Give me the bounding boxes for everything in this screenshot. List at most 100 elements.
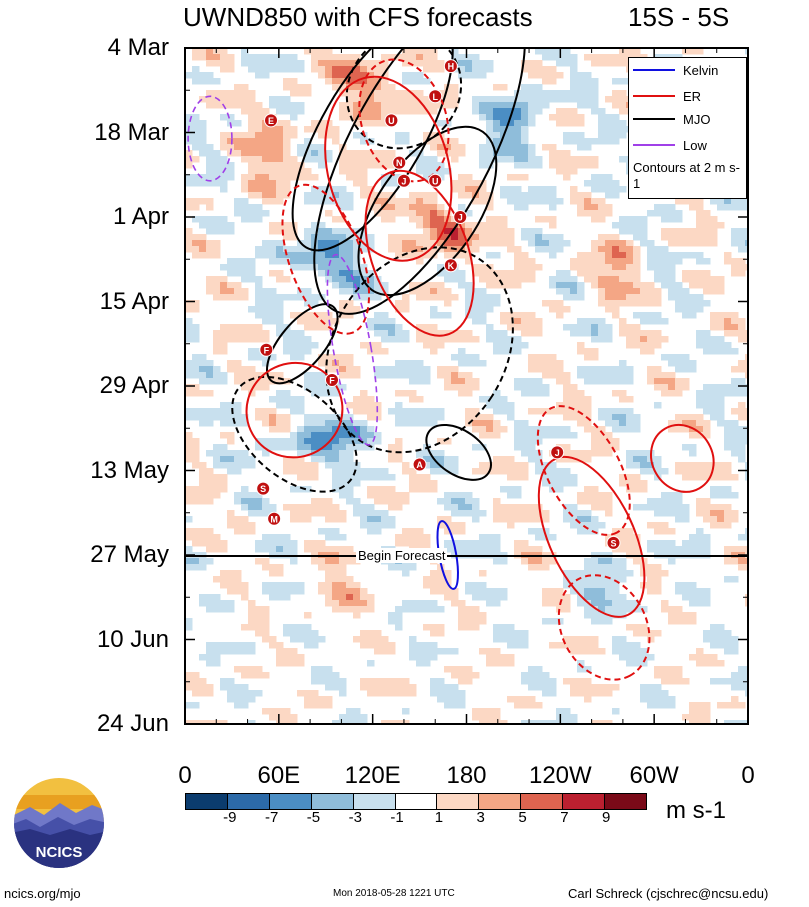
anomaly-cell (682, 312, 690, 319)
anomaly-cell (297, 462, 305, 469)
anomaly-cell (598, 60, 606, 67)
anomaly-cell (472, 420, 480, 427)
anomaly-cell (262, 126, 270, 133)
anomaly-cell (339, 276, 347, 283)
anomaly-cell (710, 408, 718, 415)
anomaly-cell (339, 558, 347, 565)
anomaly-cell (479, 546, 487, 553)
anomaly-cell (353, 396, 361, 403)
anomaly-cell (654, 402, 662, 409)
anomaly-cell (346, 60, 354, 67)
anomaly-cell (276, 594, 284, 601)
anomaly-cell (542, 690, 550, 697)
anomaly-cell (346, 90, 354, 97)
anomaly-cell (675, 300, 683, 307)
anomaly-cell (528, 702, 536, 709)
anomaly-cell (570, 108, 578, 115)
anomaly-cell (395, 252, 403, 259)
anomaly-cell (626, 294, 634, 301)
anomaly-cell (528, 426, 536, 433)
anomaly-cell (220, 474, 228, 481)
anomaly-cell (388, 474, 396, 481)
anomaly-cell (486, 102, 494, 109)
anomaly-cell (626, 540, 634, 547)
anomaly-cell (696, 402, 704, 409)
anomaly-cell (626, 240, 634, 247)
anomaly-cell (325, 276, 333, 283)
anomaly-cell (297, 66, 305, 73)
anomaly-cell (556, 156, 564, 163)
anomaly-cell (346, 444, 354, 451)
anomaly-cell (353, 474, 361, 481)
anomaly-cell (311, 186, 319, 193)
timestamp: Mon 2018-05-28 1221 UTC (333, 888, 455, 899)
anomaly-cell (647, 264, 655, 271)
anomaly-cell (584, 54, 592, 61)
anomaly-cell (696, 270, 704, 277)
anomaly-cell (220, 294, 228, 301)
anomaly-cell (353, 444, 361, 451)
anomaly-cell (444, 276, 452, 283)
anomaly-cell (297, 150, 305, 157)
anomaly-cell (311, 426, 319, 433)
anomaly-cell (269, 60, 277, 67)
anomaly-cell (563, 294, 571, 301)
anomaly-cell (458, 144, 466, 151)
site-url[interactable]: ncics.org/mjo (4, 886, 81, 901)
anomaly-cell (416, 540, 424, 547)
anomaly-cell (591, 642, 599, 649)
anomaly-cell (493, 456, 501, 463)
anomaly-cell (717, 276, 725, 283)
anomaly-cell (668, 426, 676, 433)
anomaly-cell (738, 666, 746, 673)
anomaly-cell (465, 360, 473, 367)
anomaly-cell (528, 444, 536, 451)
anomaly-cell (304, 348, 312, 355)
anomaly-cell (283, 594, 291, 601)
anomaly-cell (717, 414, 725, 421)
anomaly-cell (563, 600, 571, 607)
anomaly-cell (388, 366, 396, 373)
anomaly-cell (325, 564, 333, 571)
anomaly-cell (395, 360, 403, 367)
anomaly-cell (290, 486, 298, 493)
anomaly-cell (325, 696, 333, 703)
anomaly-cell (724, 426, 732, 433)
anomaly-cell (227, 570, 235, 577)
anomaly-cell (500, 312, 508, 319)
anomaly-cell (185, 336, 193, 343)
anomaly-cell (675, 414, 683, 421)
anomaly-cell (227, 96, 235, 103)
anomaly-cell (325, 426, 333, 433)
anomaly-cell (633, 414, 641, 421)
anomaly-cell (437, 576, 445, 583)
anomaly-cell (255, 126, 263, 133)
anomaly-cell (724, 462, 732, 469)
anomaly-cell (276, 564, 284, 571)
anomaly-cell (724, 516, 732, 523)
anomaly-cell (227, 510, 235, 517)
anomaly-cell (626, 474, 634, 481)
anomaly-cell (570, 96, 578, 103)
anomaly-cell (269, 102, 277, 109)
anomaly-cell (619, 576, 627, 583)
anomaly-cell (304, 156, 312, 163)
x-tick-label: 120E (344, 762, 401, 789)
anomaly-cell (241, 450, 249, 457)
anomaly-cell (325, 666, 333, 673)
anomaly-cell (500, 486, 508, 493)
anomaly-cell (437, 408, 445, 415)
anomaly-cell (346, 588, 354, 595)
anomaly-cell (241, 702, 249, 709)
anomaly-cell (395, 366, 403, 373)
anomaly-cell (549, 252, 557, 259)
anomaly-cell (745, 372, 748, 379)
anomaly-cell (388, 198, 396, 205)
anomaly-cell (507, 144, 515, 151)
anomaly-cell (647, 504, 655, 511)
anomaly-cell (255, 336, 263, 343)
anomaly-cell (682, 354, 690, 361)
anomaly-cell (262, 414, 270, 421)
anomaly-cell (262, 558, 270, 565)
anomaly-cell (318, 672, 326, 679)
